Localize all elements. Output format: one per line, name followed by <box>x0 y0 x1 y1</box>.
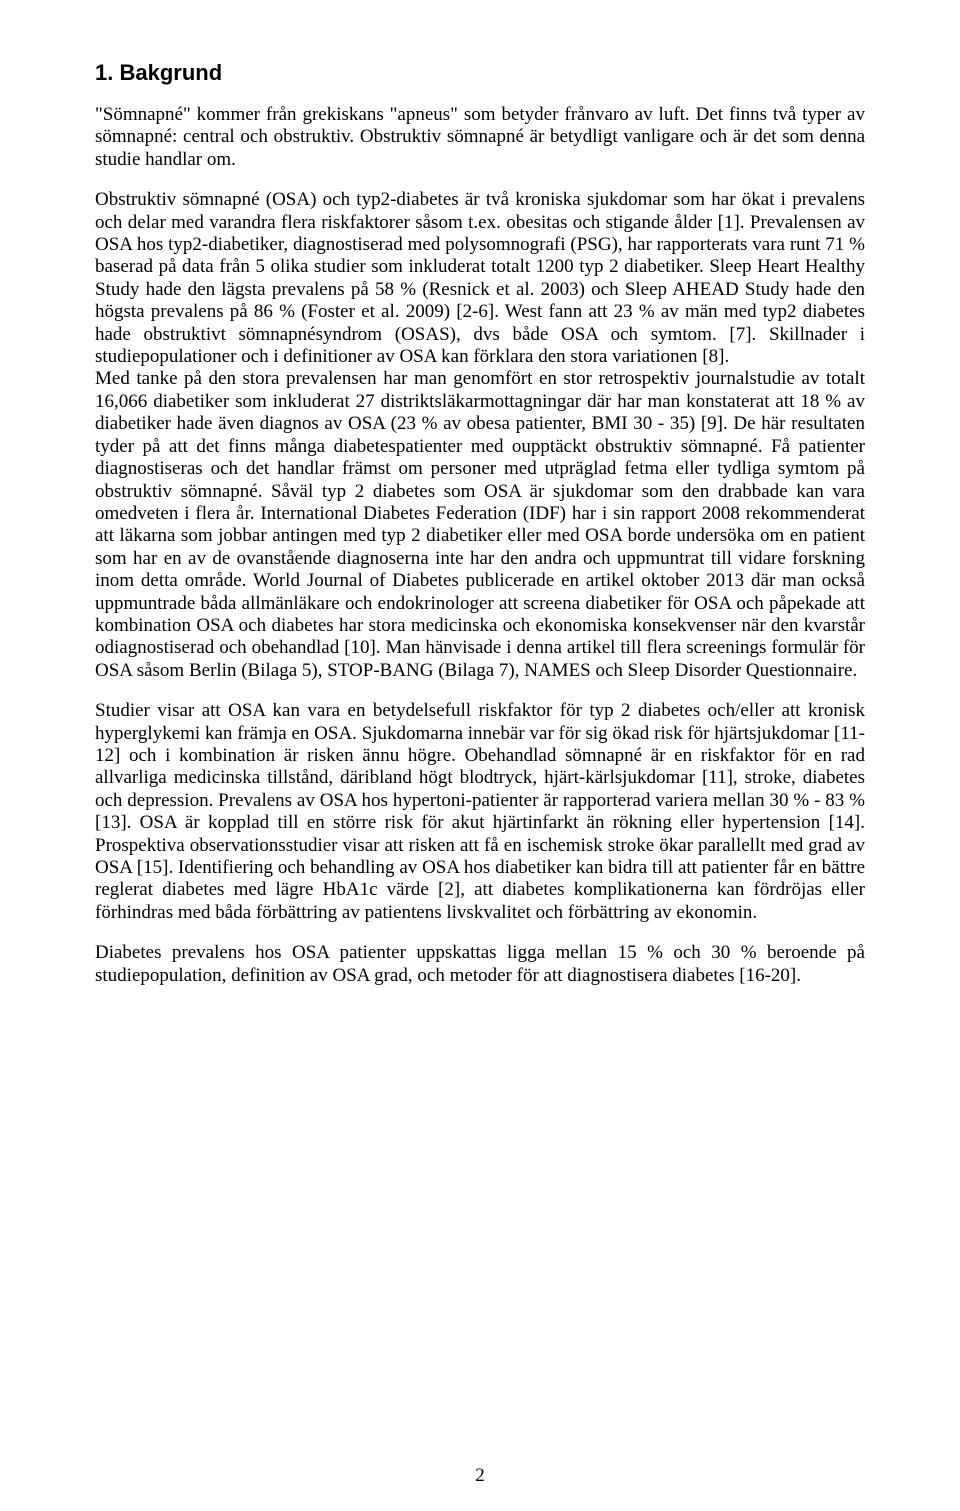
paragraph-2: Obstruktiv sömnapné (OSA) och typ2-diabe… <box>95 189 865 682</box>
paragraph-4: Diabetes prevalens hos OSA patienter upp… <box>95 942 865 987</box>
paragraph-3: Studier visar att OSA kan vara en betyde… <box>95 700 865 924</box>
section-heading: 1. Bakgrund <box>95 60 865 86</box>
page: 1. Bakgrund "Sömnapné" kommer från greki… <box>0 0 960 1511</box>
page-number: 2 <box>0 1465 960 1487</box>
paragraph-1: "Sömnapné" kommer från grekiskans "apneu… <box>95 104 865 171</box>
